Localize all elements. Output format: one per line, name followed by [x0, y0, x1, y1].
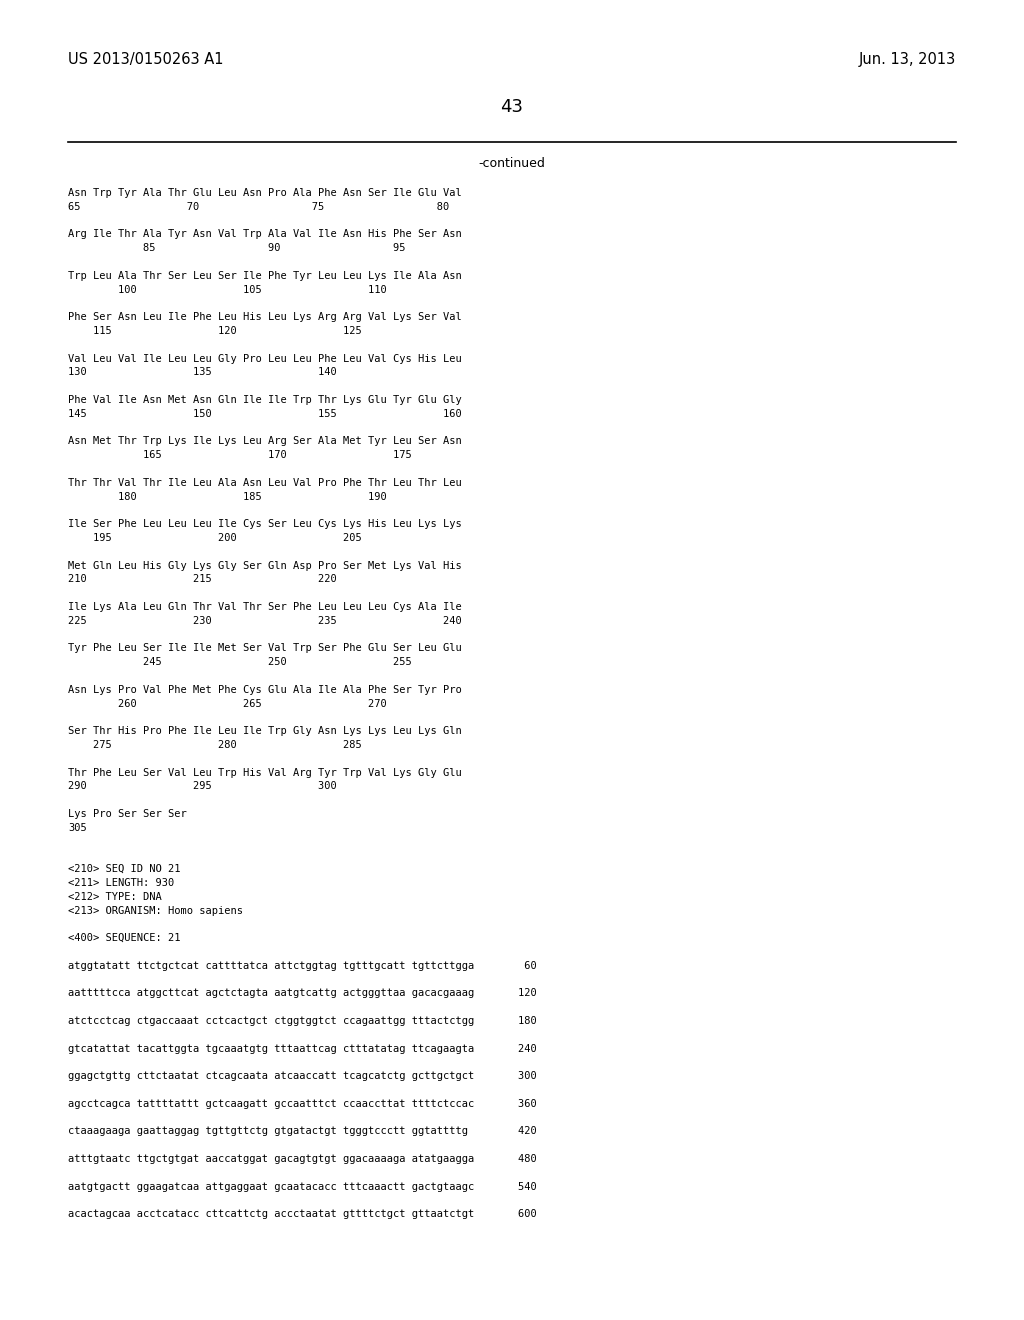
Text: Lys Pro Ser Ser Ser: Lys Pro Ser Ser Ser [68, 809, 186, 818]
Text: Ile Ser Phe Leu Leu Leu Ile Cys Ser Leu Cys Lys His Leu Lys Lys: Ile Ser Phe Leu Leu Leu Ile Cys Ser Leu … [68, 519, 462, 529]
Text: 275                 280                 285: 275 280 285 [68, 741, 361, 750]
Text: aatgtgactt ggaagatcaa attgaggaat gcaatacacc tttcaaactt gactgtaagc       540: aatgtgactt ggaagatcaa attgaggaat gcaatac… [68, 1181, 537, 1192]
Text: 130                 135                 140: 130 135 140 [68, 367, 337, 378]
Text: atttgtaatc ttgctgtgat aaccatggat gacagtgtgt ggacaaaaga atatgaagga       480: atttgtaatc ttgctgtgat aaccatggat gacagtg… [68, 1154, 537, 1164]
Text: Jun. 13, 2013: Jun. 13, 2013 [859, 51, 956, 67]
Text: aatttttcca atggcttcat agctctagta aatgtcattg actgggttaa gacacgaaag       120: aatttttcca atggcttcat agctctagta aatgtca… [68, 989, 537, 998]
Text: 85                  90                  95: 85 90 95 [68, 243, 406, 253]
Text: Val Leu Val Ile Leu Leu Gly Pro Leu Leu Phe Leu Val Cys His Leu: Val Leu Val Ile Leu Leu Gly Pro Leu Leu … [68, 354, 462, 363]
Text: 305: 305 [68, 822, 87, 833]
Text: <210> SEQ ID NO 21: <210> SEQ ID NO 21 [68, 865, 180, 874]
Text: <400> SEQUENCE: 21: <400> SEQUENCE: 21 [68, 933, 180, 944]
Text: Arg Ile Thr Ala Tyr Asn Val Trp Ala Val Ile Asn His Phe Ser Asn: Arg Ile Thr Ala Tyr Asn Val Trp Ala Val … [68, 230, 462, 239]
Text: Asn Trp Tyr Ala Thr Glu Leu Asn Pro Ala Phe Asn Ser Ile Glu Val: Asn Trp Tyr Ala Thr Glu Leu Asn Pro Ala … [68, 187, 462, 198]
Text: Met Gln Leu His Gly Lys Gly Ser Gln Asp Pro Ser Met Lys Val His: Met Gln Leu His Gly Lys Gly Ser Gln Asp … [68, 561, 462, 570]
Text: 100                 105                 110: 100 105 110 [68, 285, 387, 294]
Text: 260                 265                 270: 260 265 270 [68, 698, 387, 709]
Text: Tyr Phe Leu Ser Ile Ile Met Ser Val Trp Ser Phe Glu Ser Leu Glu: Tyr Phe Leu Ser Ile Ile Met Ser Val Trp … [68, 643, 462, 653]
Text: ggagctgttg cttctaatat ctcagcaata atcaaccatt tcagcatctg gcttgctgct       300: ggagctgttg cttctaatat ctcagcaata atcaacc… [68, 1072, 537, 1081]
Text: 290                 295                 300: 290 295 300 [68, 781, 337, 792]
Text: 145                 150                 155                 160: 145 150 155 160 [68, 409, 462, 418]
Text: 65                 70                  75                  80: 65 70 75 80 [68, 202, 450, 211]
Text: Phe Ser Asn Leu Ile Phe Leu His Leu Lys Arg Arg Val Lys Ser Val: Phe Ser Asn Leu Ile Phe Leu His Leu Lys … [68, 313, 462, 322]
Text: Thr Phe Leu Ser Val Leu Trp His Val Arg Tyr Trp Val Lys Gly Glu: Thr Phe Leu Ser Val Leu Trp His Val Arg … [68, 768, 462, 777]
Text: atggtatatt ttctgctcat cattttatca attctggtag tgtttgcatt tgttcttgga        60: atggtatatt ttctgctcat cattttatca attctgg… [68, 961, 537, 970]
Text: Thr Thr Val Thr Ile Leu Ala Asn Leu Val Pro Phe Thr Leu Thr Leu: Thr Thr Val Thr Ile Leu Ala Asn Leu Val … [68, 478, 462, 488]
Text: 225                 230                 235                 240: 225 230 235 240 [68, 616, 462, 626]
Text: 43: 43 [501, 98, 523, 116]
Text: 165                 170                 175: 165 170 175 [68, 450, 412, 461]
Text: 115                 120                 125: 115 120 125 [68, 326, 361, 337]
Text: Trp Leu Ala Thr Ser Leu Ser Ile Phe Tyr Leu Leu Lys Ile Ala Asn: Trp Leu Ala Thr Ser Leu Ser Ile Phe Tyr … [68, 271, 462, 281]
Text: Ser Thr His Pro Phe Ile Leu Ile Trp Gly Asn Lys Lys Leu Lys Gln: Ser Thr His Pro Phe Ile Leu Ile Trp Gly … [68, 726, 462, 737]
Text: -continued: -continued [478, 157, 546, 170]
Text: 195                 200                 205: 195 200 205 [68, 533, 361, 543]
Text: acactagcaa acctcatacc cttcattctg accctaatat gttttctgct gttaatctgt       600: acactagcaa acctcatacc cttcattctg accctaa… [68, 1209, 537, 1220]
Text: Asn Met Thr Trp Lys Ile Lys Leu Arg Ser Ala Met Tyr Leu Ser Asn: Asn Met Thr Trp Lys Ile Lys Leu Arg Ser … [68, 437, 462, 446]
Text: <213> ORGANISM: Homo sapiens: <213> ORGANISM: Homo sapiens [68, 906, 243, 916]
Text: <211> LENGTH: 930: <211> LENGTH: 930 [68, 878, 174, 888]
Text: US 2013/0150263 A1: US 2013/0150263 A1 [68, 51, 223, 67]
Text: Phe Val Ile Asn Met Asn Gln Ile Ile Trp Thr Lys Glu Tyr Glu Gly: Phe Val Ile Asn Met Asn Gln Ile Ile Trp … [68, 395, 462, 405]
Text: Asn Lys Pro Val Phe Met Phe Cys Glu Ala Ile Ala Phe Ser Tyr Pro: Asn Lys Pro Val Phe Met Phe Cys Glu Ala … [68, 685, 462, 694]
Text: 245                 250                 255: 245 250 255 [68, 657, 412, 667]
Text: agcctcagca tattttattt gctcaagatt gccaatttct ccaaccttat ttttctccac       360: agcctcagca tattttattt gctcaagatt gccaatt… [68, 1098, 537, 1109]
Text: ctaaagaaga gaattaggag tgttgttctg gtgatactgt tgggtccctt ggtattttg        420: ctaaagaaga gaattaggag tgttgttctg gtgatac… [68, 1126, 537, 1137]
Text: atctcctcag ctgaccaaat cctcactgct ctggtggtct ccagaattgg tttactctgg       180: atctcctcag ctgaccaaat cctcactgct ctggtgg… [68, 1016, 537, 1026]
Text: gtcatattat tacattggta tgcaaatgtg tttaattcag ctttatatag ttcagaagta       240: gtcatattat tacattggta tgcaaatgtg tttaatt… [68, 1044, 537, 1053]
Text: <212> TYPE: DNA: <212> TYPE: DNA [68, 892, 162, 902]
Text: 180                 185                 190: 180 185 190 [68, 491, 387, 502]
Text: Ile Lys Ala Leu Gln Thr Val Thr Ser Phe Leu Leu Leu Cys Ala Ile: Ile Lys Ala Leu Gln Thr Val Thr Ser Phe … [68, 602, 462, 612]
Text: 210                 215                 220: 210 215 220 [68, 574, 337, 585]
